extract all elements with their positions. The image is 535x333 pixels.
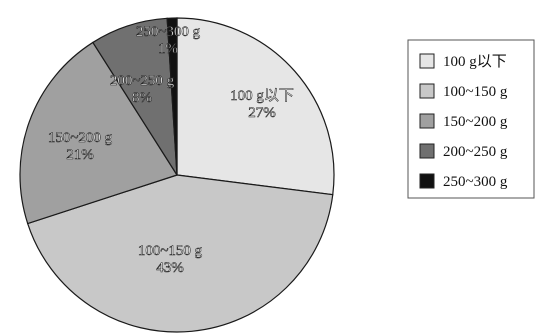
slice-label-value: 1%: [158, 41, 178, 57]
legend-label: 100 g以下: [443, 54, 507, 70]
slice-label-name: 200~250 g: [110, 73, 175, 89]
slice-label-value: 8%: [132, 90, 152, 106]
slice-label-value: 21%: [66, 147, 94, 163]
legend-swatch: [419, 113, 435, 129]
legend-swatch: [419, 173, 435, 189]
legend-label: 150~200 g: [443, 114, 508, 130]
legend-swatch: [419, 143, 435, 159]
slice-label-value: 27%: [248, 105, 276, 121]
pie-slice-100-150-g: [26, 174, 334, 333]
pie-slice-100-g: [176, 17, 335, 196]
legend-swatch: [419, 53, 435, 69]
legend-label: 100~150 g: [443, 84, 508, 100]
legend-label: 250~300 g: [443, 174, 508, 190]
slice-label-name: 100 g以下: [230, 88, 294, 104]
legend-label: 200~250 g: [443, 144, 508, 160]
legend: 100 g以下 100~150 g 150~200 g 200~250 g 250~30…: [407, 39, 535, 199]
pie-slice-250-300-g: [166, 17, 178, 176]
slice-label-name: 100~150 g: [138, 243, 203, 259]
slice-label-value: 43%: [156, 260, 184, 276]
pie-slice-150-200-g: [19, 41, 178, 225]
slice-label-name: 250~300 g: [136, 24, 201, 40]
legend-swatch: [419, 83, 435, 99]
pie-slices: [19, 17, 335, 333]
slice-label-name: 150~200 g: [48, 130, 113, 146]
